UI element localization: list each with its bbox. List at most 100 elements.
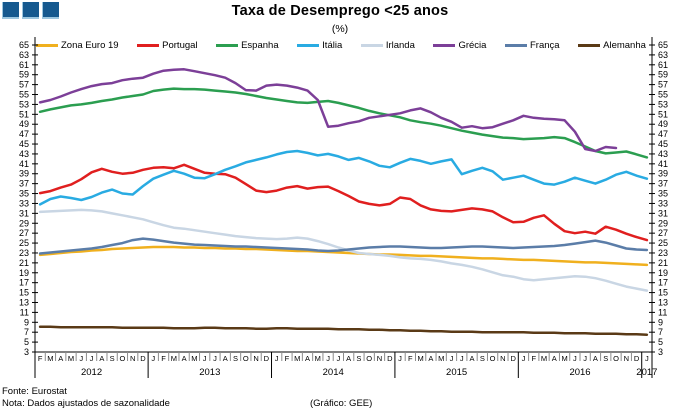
svg-text:11: 11 [658,307,667,317]
svg-text:A: A [99,354,104,363]
svg-text:51: 51 [19,109,29,119]
svg-text:2017: 2017 [636,367,657,378]
svg-text:27: 27 [658,228,668,238]
svg-text:13: 13 [19,297,29,307]
legend-label: Zona Euro 19 [61,40,119,51]
svg-text:J: J [336,354,340,363]
svg-text:O: O [119,354,125,363]
svg-text:F: F [161,354,166,363]
svg-text:25: 25 [658,238,668,248]
svg-text:57: 57 [658,80,668,90]
legend-item-irlanda: Irlanda [360,40,415,51]
svg-text:O: O [366,354,372,363]
svg-text:11: 11 [20,307,29,317]
legend-swatch-icon [216,44,239,47]
svg-text:55: 55 [658,90,668,100]
svg-text:47: 47 [19,129,29,139]
legend-item-portugal: Portugal [137,40,198,51]
legend-swatch-icon [433,44,456,47]
svg-text:21: 21 [658,258,668,268]
svg-text:M: M [418,354,424,363]
svg-text:J: J [213,354,217,363]
svg-text:7: 7 [658,327,663,337]
svg-text:2016: 2016 [569,367,590,378]
chart-subtitle: (%) [331,23,349,35]
svg-text:2012: 2012 [81,367,102,378]
svg-text:F: F [38,354,43,363]
logo [2,2,59,19]
svg-text:43: 43 [658,149,668,159]
series-line-franca [38,237,649,255]
svg-text:49: 49 [658,119,668,129]
svg-text:37: 37 [658,179,668,189]
svg-text:D: D [387,354,393,363]
svg-text:J: J [573,354,577,363]
svg-text:23: 23 [658,248,668,258]
svg-text:S: S [110,354,115,363]
svg-text:9: 9 [24,317,29,327]
svg-text:33: 33 [19,198,29,208]
series-line-portugal [38,163,649,242]
legend-item-franca: França [504,40,560,51]
svg-text:F: F [408,354,413,363]
svg-text:A: A [223,354,228,363]
svg-text:A: A [552,354,557,363]
seasonal-note: Nota: Dados ajustados de sazonalidade [2,398,170,409]
svg-text:59: 59 [19,70,29,80]
svg-text:45: 45 [19,139,29,149]
svg-text:J: J [645,354,649,363]
svg-text:A: A [593,354,598,363]
legend-label: Espanha [241,40,279,51]
logo-square-icon [22,2,39,19]
svg-text:A: A [305,354,310,363]
svg-text:17: 17 [19,278,29,288]
svg-text:D: D [140,354,146,363]
svg-text:61: 61 [658,60,668,70]
series-line-alemanha [38,325,649,336]
svg-text:25: 25 [19,238,29,248]
svg-text:37: 37 [19,179,29,189]
x-axis-year-labels: 2012 2013 2014 2015 2016 2017 [81,367,657,378]
svg-text:2014: 2014 [323,367,344,378]
svg-text:A: A [470,354,475,363]
svg-text:J: J [460,354,464,363]
svg-text:3: 3 [658,347,663,357]
svg-text:2013: 2013 [199,367,220,378]
svg-text:33: 33 [658,198,668,208]
svg-text:61: 61 [19,60,29,70]
svg-text:J: J [326,354,330,363]
svg-text:D: D [510,354,516,363]
svg-text:J: J [203,354,207,363]
source-note: Fonte: Eurostat [2,386,67,397]
svg-text:7: 7 [24,327,29,337]
svg-text:19: 19 [658,268,668,278]
svg-text:19: 19 [19,268,29,278]
legend-label: Alemanha [603,40,646,51]
svg-text:51: 51 [658,109,668,119]
svg-text:F: F [285,354,290,363]
series-line-zona-euro-19 [38,245,649,267]
svg-text:M: M [438,354,444,363]
svg-text:49: 49 [19,119,29,129]
svg-text:M: M [47,354,53,363]
legend-item-italia: Itália [297,40,342,51]
svg-text:M: M [68,354,74,363]
series-line-grecia [38,68,618,153]
svg-text:5: 5 [24,337,29,347]
svg-text:N: N [500,354,505,363]
series-line-espanha [38,87,649,159]
svg-text:M: M [541,354,547,363]
svg-text:J: J [450,354,454,363]
svg-text:39: 39 [658,169,668,179]
logo-square-icon [42,2,59,19]
svg-text:J: J [275,354,279,363]
svg-text:J: J [90,354,94,363]
svg-text:55: 55 [19,90,29,100]
svg-text:O: O [490,354,496,363]
svg-text:M: M [294,354,300,363]
svg-text:2015: 2015 [446,367,467,378]
